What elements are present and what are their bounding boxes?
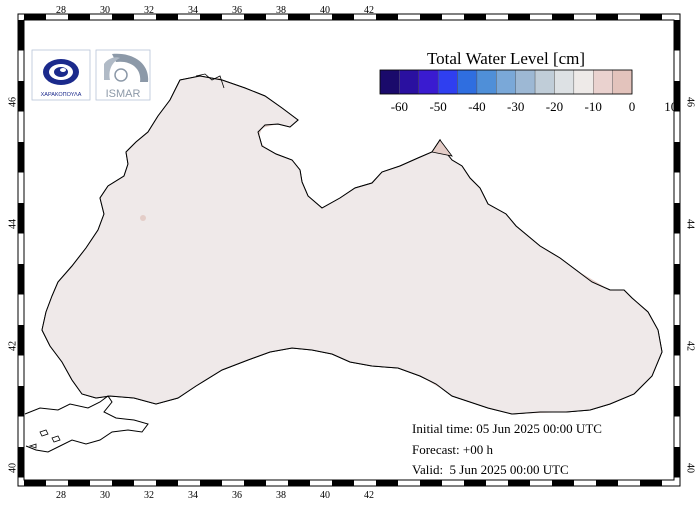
latitude-label: 44 xyxy=(685,219,696,229)
latitude-label: 46 xyxy=(7,97,18,107)
legend-swatch xyxy=(573,69,594,95)
left-logo-frame xyxy=(31,49,91,101)
forecast-hour: Forecast: +00 h xyxy=(412,442,493,457)
legend-swatch xyxy=(612,69,633,95)
latitude-label: 42 xyxy=(685,341,696,351)
legend-swatch xyxy=(457,69,478,95)
legend-swatch xyxy=(476,69,497,95)
legend-tick-labels: -60 -50 -40 -30 -20 -10 0 10 xyxy=(391,99,678,114)
legend-tick-label: -50 xyxy=(429,99,446,114)
legend-swatch xyxy=(593,69,613,95)
longitude-label: 32 xyxy=(144,5,154,16)
legend-tick-label: -20 xyxy=(546,99,563,114)
island xyxy=(140,215,146,221)
legend-tick-label: -60 xyxy=(391,99,408,114)
latitude-labels-left: 40 42 44 46 xyxy=(7,97,18,473)
longitude-label: 30 xyxy=(100,5,110,16)
latitude-labels-right: 40 42 44 46 xyxy=(685,97,696,473)
valid-time: Valid: 5 Jun 2025 00:00 UTC xyxy=(412,462,569,477)
longitude-label: 38 xyxy=(276,490,286,501)
longitude-label: 40 xyxy=(320,490,330,501)
longitude-labels-bottom: 28 30 32 34 36 38 40 42 xyxy=(56,490,374,501)
marmara-coast xyxy=(24,395,149,453)
longitude-label: 42 xyxy=(364,490,374,501)
legend-title: Total Water Level [cm] xyxy=(427,49,585,68)
kerch-spit xyxy=(431,139,453,157)
legend-tick-label: -30 xyxy=(507,99,524,114)
legend-swatch xyxy=(418,69,439,95)
latitude-label: 42 xyxy=(7,341,18,351)
legend-swatch xyxy=(534,69,555,95)
longitude-label: 42 xyxy=(364,5,374,16)
legend-swatch xyxy=(554,69,575,95)
latitude-label: 40 xyxy=(685,463,696,473)
right-logo-text: ISMAR xyxy=(106,88,141,100)
latitude-label: 44 xyxy=(7,219,18,229)
longitude-label: 38 xyxy=(276,5,286,16)
legend-tick-label: 10 xyxy=(664,99,677,114)
longitude-label: 34 xyxy=(188,5,198,16)
legend-swatch xyxy=(399,69,419,95)
latitude-label: 40 xyxy=(7,463,18,473)
legend-swatch xyxy=(437,69,458,95)
longitude-label: 28 xyxy=(56,5,66,16)
legend-tick-label: 0 xyxy=(629,99,636,114)
latitude-label: 46 xyxy=(685,97,696,107)
longitude-label: 40 xyxy=(320,5,330,16)
longitude-label: 30 xyxy=(100,490,110,501)
marmara-islands xyxy=(28,429,61,449)
legend-swatch xyxy=(379,69,400,95)
legend-tick-label: -10 xyxy=(585,99,602,114)
left-logo-icon xyxy=(43,59,79,85)
longitude-label: 36 xyxy=(232,5,242,16)
longitude-labels-top: 28 30 32 34 36 38 40 42 xyxy=(56,5,374,16)
right-logo-icon xyxy=(104,53,149,82)
logos: ΧΑΡΑΚΟΠΟΥΛΑ ISMAR xyxy=(31,49,151,101)
longitude-label: 32 xyxy=(144,490,154,501)
legend-tick-label: -40 xyxy=(468,99,485,114)
legend: Total Water Level [cm] -60 -50 -40 -30 -20 -1… xyxy=(379,49,678,114)
longitude-label: 28 xyxy=(56,490,66,501)
azov-coast xyxy=(195,73,225,89)
left-logo-text: ΧΑΡΑΚΟΠΟΥΛΑ xyxy=(41,92,82,98)
legend-swatch xyxy=(496,69,516,95)
longitude-label: 36 xyxy=(232,490,242,501)
legend-colorbar xyxy=(379,69,633,95)
legend-swatch xyxy=(515,69,536,95)
initial-time: Initial time: 05 Jun 2025 00:00 UTC xyxy=(412,421,602,436)
longitude-label: 34 xyxy=(188,490,198,501)
